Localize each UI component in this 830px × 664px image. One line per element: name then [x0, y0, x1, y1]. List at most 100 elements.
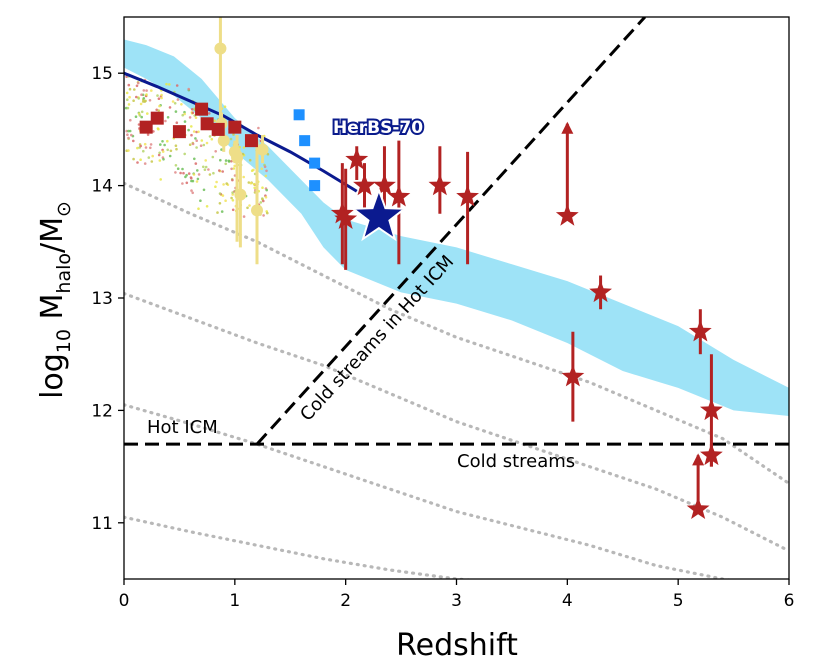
simulated-halo-dot: [252, 182, 256, 186]
simulated-halo-dot: [190, 176, 193, 180]
yellow-point: [251, 204, 263, 217]
yellow-point: [256, 143, 269, 156]
simulated-halo-dot: [215, 180, 218, 184]
simulated-halo-dot: [231, 193, 234, 196]
simulated-halo-dot: [260, 167, 264, 170]
simulated-halo-dot: [191, 142, 195, 146]
red-square-point: [150, 111, 164, 125]
simulated-halo-dot: [147, 156, 151, 159]
simulated-halo-dot: [188, 143, 192, 146]
simulated-halo-dot: [161, 140, 164, 143]
simulated-halo-dot: [247, 181, 251, 184]
simulated-halo-dot: [211, 155, 215, 159]
simulated-halo-dot: [158, 159, 162, 162]
simulated-halo-dot: [169, 149, 173, 153]
red-upper-arrow: [692, 453, 705, 466]
simulated-halo-dot: [219, 158, 222, 162]
red-star-point: [330, 201, 354, 224]
simulated-halo-dot: [136, 146, 139, 150]
red-star-point: [373, 173, 396, 196]
simulated-halo-dot: [232, 167, 236, 170]
simulated-halo-dot: [214, 185, 217, 188]
simulated-halo-dot: [222, 183, 225, 186]
y-tick-label: 15: [91, 64, 113, 84]
simulated-halo-dot: [191, 191, 194, 195]
simulated-halo-dot: [175, 121, 179, 124]
simulated-halo-dot: [152, 130, 155, 133]
herbs-70-label: HerBS-70: [333, 118, 423, 138]
simulated-halo-dot: [220, 210, 224, 213]
simulated-halo-dot: [142, 97, 146, 100]
simulated-halo-dot: [158, 104, 161, 108]
simulated-halo-dot: [213, 119, 216, 122]
red-star-point: [561, 364, 585, 387]
red-star-point: [345, 147, 369, 170]
simulated-halo-dot: [216, 211, 219, 214]
simulated-halo-dot: [185, 181, 189, 185]
simulated-halo-dot: [157, 127, 160, 131]
cold-streams-threshold-line: [255, 17, 647, 446]
simulated-halo-dot: [137, 97, 140, 100]
simulated-halo-dot: [231, 208, 235, 212]
simulated-halo-dot: [132, 99, 135, 102]
simulated-halo-dot: [144, 146, 148, 149]
blue-square-point: [293, 109, 305, 121]
simulated-halo-dot: [249, 181, 253, 185]
simulated-halo-dot: [130, 133, 133, 137]
dotted-track: [124, 291, 789, 553]
simulated-halo-dot: [160, 96, 163, 100]
simulated-halo-dot: [180, 103, 183, 106]
simulated-halo-dot: [250, 169, 254, 172]
simulated-halo-dot: [192, 173, 196, 176]
herbs-70-star: [350, 187, 408, 242]
simulated-halo-dot: [140, 115, 143, 119]
yellow-point: [214, 42, 227, 55]
simulated-halo-dot: [266, 152, 270, 156]
simulated-halo-dot: [231, 178, 234, 182]
simulated-halo-dot: [227, 160, 231, 163]
simulated-halo-dot: [194, 162, 198, 165]
simulated-halo-dot: [188, 116, 192, 119]
simulated-halo-dot: [137, 81, 140, 85]
simulated-halo-dot: [132, 139, 135, 143]
simulated-halo-dot: [146, 133, 150, 136]
simulated-halo-dot: [181, 113, 184, 117]
y-tick-label: 12: [91, 401, 113, 421]
simulated-halo-dot: [195, 146, 198, 149]
x-tick-label: 2: [340, 591, 351, 611]
red-star-point: [387, 184, 411, 207]
simulated-halo-dot: [138, 114, 142, 117]
simulated-halo-dot: [210, 137, 214, 141]
simulated-halo-dot: [190, 125, 193, 128]
red-star-point: [334, 207, 358, 229]
simulated-halo-dot: [266, 211, 269, 215]
simulated-halo-dot: [181, 167, 184, 171]
simulated-halo-dot: [148, 99, 152, 102]
simulated-halo-dot: [187, 128, 190, 132]
x-tick-label: 3: [451, 591, 462, 611]
simulated-halo-dot: [190, 179, 193, 183]
red-star-point: [555, 203, 579, 226]
red-star-point: [700, 443, 723, 466]
simulated-halo-dot: [196, 169, 199, 172]
simulated-halo-dot: [233, 164, 236, 168]
simulated-halo-dot: [168, 106, 172, 109]
simulated-halo-dot: [248, 158, 252, 162]
simulated-halo-dot: [175, 84, 179, 87]
simulated-halo-dot: [143, 142, 147, 146]
simulated-halo-dot: [193, 157, 196, 161]
simulated-halo-dot: [190, 189, 193, 192]
y-axis-title: log10 Mhalo/M⊙: [35, 201, 75, 399]
dotted-track: [124, 181, 789, 486]
x-tick-label: 0: [119, 591, 130, 611]
red-star-point: [688, 319, 712, 342]
simulated-halo-dot: [224, 199, 227, 202]
simulated-halo-dot: [197, 173, 201, 176]
simulated-halo-dot: [165, 82, 168, 86]
hot-icm-label: Hot ICM: [147, 417, 218, 438]
simulated-halo-dot: [146, 112, 149, 115]
simulated-halo-dot: [179, 171, 182, 175]
simulated-halo-dot: [182, 171, 185, 175]
yellow-point: [234, 188, 247, 201]
